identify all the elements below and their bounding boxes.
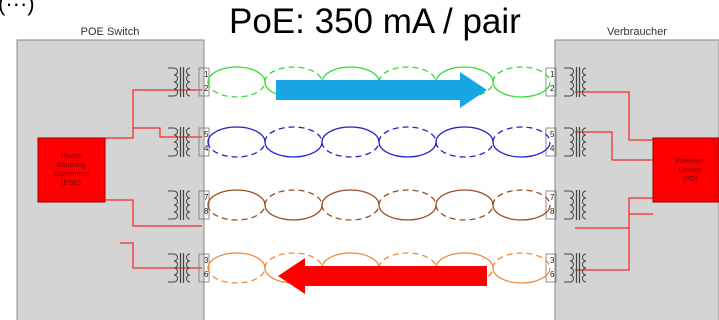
wire-loop [378, 141, 437, 158]
wire-loop [492, 204, 551, 221]
wire-loop [207, 126, 266, 143]
transformer-icon [564, 67, 587, 97]
arrow-left [278, 258, 487, 294]
pd-line: (PD) [682, 174, 698, 183]
pin-label: 4 [204, 144, 209, 153]
pin-label: 5 [550, 130, 555, 139]
transformer-icon [564, 127, 587, 157]
wire-loop [207, 204, 266, 221]
wire-loop [207, 66, 266, 83]
pd-box [652, 137, 719, 203]
wire-loop [492, 81, 551, 98]
wire-loop [435, 126, 494, 143]
pse-box [37, 137, 106, 203]
pin-box [198, 253, 210, 283]
wire-loop [492, 126, 551, 143]
transformer-icon [564, 253, 587, 283]
wire-loop [378, 126, 437, 143]
wire-loop [435, 252, 494, 269]
pse-line: Power [60, 151, 82, 160]
wire-loop [264, 204, 323, 221]
pin-label: 6 [204, 270, 209, 279]
wire-loop [435, 66, 494, 83]
pair-5-4: 5 4 5 4 [168, 126, 587, 158]
wire-loop [378, 66, 437, 83]
pin-label: 8 [204, 207, 209, 216]
wire-loop [435, 141, 494, 158]
consumer-label: Verbraucher [607, 26, 667, 38]
wire-loop [264, 189, 323, 206]
switch-label: POE Switch [81, 26, 140, 38]
wire-loop [264, 252, 323, 269]
pin-label: 1 [204, 70, 209, 79]
partial-top-left-text: (···) [0, 0, 35, 16]
wire-loop [492, 267, 551, 284]
wire-loop [207, 141, 266, 158]
pin-box [545, 190, 557, 220]
wire-loop [207, 252, 266, 269]
wire-loop [492, 141, 551, 158]
pin-label: 5 [204, 130, 209, 139]
transformer-icon [168, 190, 191, 220]
pin-label: 6 [550, 270, 555, 279]
pin-label: 2 [204, 84, 209, 93]
transformer-icon [564, 190, 587, 220]
wire-loop [264, 126, 323, 143]
pin-box [545, 127, 557, 157]
transformer-icon [168, 127, 191, 157]
wire-loop [378, 204, 437, 221]
wire-loop [378, 189, 437, 206]
pse-line: (PSE) [61, 178, 82, 187]
pin-label: 3 [204, 256, 209, 265]
wire-loop [264, 141, 323, 158]
pin-label: 7 [204, 193, 209, 202]
transformer-icon [168, 67, 191, 97]
wire-loop [321, 204, 380, 221]
wire-loop [492, 252, 551, 269]
wire-loop [207, 267, 266, 284]
pd-line: Device [679, 165, 702, 174]
pin-label: 7 [550, 193, 555, 202]
pd-line: Powered [675, 156, 705, 165]
pair-7-8: 7 8 7 8 [168, 189, 587, 221]
wire-loop [321, 126, 380, 143]
wire-loop [264, 66, 323, 83]
wire-loop [321, 66, 380, 83]
headline: PoE: 350 mA / pair [229, 2, 521, 41]
wire-loop [492, 66, 551, 83]
transformer-icon [168, 253, 191, 283]
current-arrows [276, 72, 487, 294]
wire-loop [378, 252, 437, 269]
arrow-right [276, 72, 487, 108]
pin-box [545, 253, 557, 283]
pse-line: Sourcing [56, 160, 86, 169]
pin-box [545, 67, 557, 97]
pin-label: 3 [550, 256, 555, 265]
wire-loop [207, 189, 266, 206]
wire-loop [321, 189, 380, 206]
wire-loop [492, 189, 551, 206]
wire-loop [207, 81, 266, 98]
power-wires [105, 89, 653, 271]
wire-loop [435, 204, 494, 221]
pin-box [198, 190, 210, 220]
pin-box [198, 67, 210, 97]
wire-loop [321, 252, 380, 269]
wire-loop [435, 189, 494, 206]
pin-box [198, 127, 210, 157]
pse-line: Equipment [53, 169, 90, 178]
pin-label: 2 [550, 84, 555, 93]
pin-label: 1 [550, 70, 555, 79]
wire-loop [321, 141, 380, 158]
pin-label: 8 [550, 207, 555, 216]
pin-label: 4 [550, 144, 555, 153]
